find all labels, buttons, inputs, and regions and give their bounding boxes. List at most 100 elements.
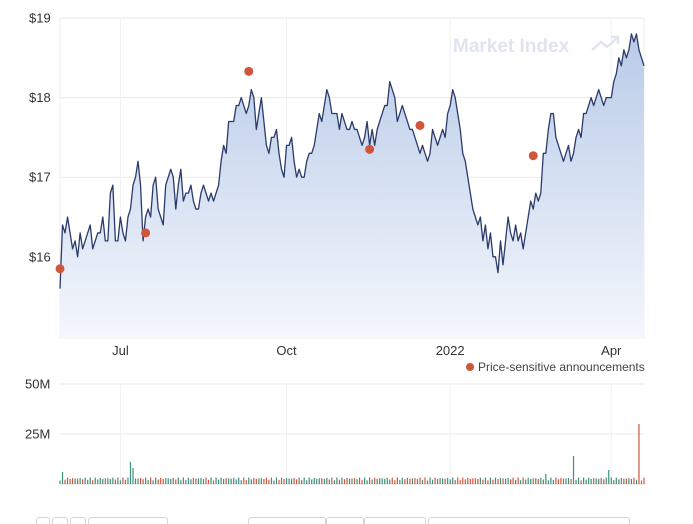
volume-bar — [431, 479, 434, 484]
volume-bar — [351, 478, 353, 484]
volume-bar — [540, 477, 542, 484]
volume-bar — [550, 477, 552, 484]
volume-bar — [643, 477, 645, 484]
volume-bar — [74, 478, 76, 484]
volume-bar — [275, 477, 278, 484]
volume-bar — [177, 477, 179, 484]
volume-bar — [394, 480, 396, 484]
volume-bar — [124, 479, 127, 484]
volume-bar — [620, 477, 622, 484]
volume-bar — [608, 470, 610, 484]
volume-bar — [588, 477, 590, 484]
volume-bar — [129, 462, 132, 484]
volume-bar — [165, 478, 167, 484]
volume-bar — [366, 480, 368, 484]
volume-bar — [137, 478, 139, 484]
volume-bar — [200, 478, 202, 484]
volume-bar — [87, 480, 89, 484]
legend[interactable]: Price-sensitive announcements — [466, 360, 645, 374]
volume-bar — [258, 478, 260, 484]
volume-bar — [253, 477, 255, 484]
volume-bar — [545, 474, 547, 484]
volume-bar — [92, 480, 94, 484]
volume-bar — [207, 479, 210, 484]
volume-bar — [442, 478, 444, 484]
volume-bar — [369, 477, 371, 484]
volume-bar — [406, 477, 408, 484]
volume-bar — [84, 477, 86, 484]
announcement-marker[interactable] — [365, 144, 375, 154]
volume-bar — [598, 478, 600, 484]
volume-bar — [391, 477, 393, 484]
volume-bar — [567, 478, 570, 484]
volume-bar — [240, 480, 242, 484]
price-x-axis: Jul Oct 2022 Apr — [112, 343, 622, 358]
volume-bar — [175, 479, 177, 484]
volume-bar — [449, 479, 451, 484]
volume-bar — [112, 477, 114, 484]
volume-bar — [520, 480, 522, 484]
price-y-tick-label: $16 — [29, 249, 51, 264]
volume-bar — [150, 477, 152, 484]
announcement-marker[interactable] — [415, 120, 425, 130]
volume-bar — [605, 477, 607, 484]
volume-bar — [618, 479, 620, 484]
volume-bar — [285, 478, 288, 484]
volume-bar — [132, 468, 134, 484]
volume-bar — [457, 477, 459, 484]
volume-bar — [600, 477, 602, 484]
volume-bar — [555, 477, 557, 484]
volume-bar — [265, 477, 268, 484]
volume-bar — [593, 478, 595, 484]
volume-bar — [235, 479, 237, 484]
volume-bar — [185, 479, 187, 484]
volume-bar — [565, 478, 567, 484]
volume-gridlines — [60, 383, 644, 485]
volume-bar — [338, 479, 341, 484]
price-y-axis: $16 $17 $18 $19 — [29, 11, 51, 265]
volume-bar — [346, 478, 348, 484]
announcement-marker[interactable] — [528, 151, 538, 161]
volume-bar — [527, 477, 529, 484]
volume-bar — [270, 477, 273, 484]
volume-bar — [170, 478, 172, 484]
volume-bar — [187, 477, 189, 484]
volume-bar — [580, 480, 582, 484]
volume-bar — [66, 477, 69, 484]
volume-bar — [570, 479, 572, 484]
volume-bar — [472, 478, 474, 484]
volume-bar — [268, 479, 270, 484]
announcement-marker[interactable] — [141, 228, 151, 238]
volume-bar — [77, 478, 79, 484]
volume-bar — [371, 479, 373, 484]
legend-marker — [466, 363, 474, 371]
volume-bar — [233, 477, 235, 484]
volume-bar — [89, 477, 91, 484]
volume-bar — [228, 478, 230, 484]
legend-label: Price-sensitive announcements — [478, 360, 645, 374]
announcement-marker[interactable] — [244, 66, 254, 76]
volume-bar — [114, 479, 116, 484]
volume-bar — [381, 478, 383, 484]
volume-bar — [635, 479, 638, 484]
volume-bar — [71, 478, 74, 484]
volume-bar — [537, 478, 539, 484]
volume-bar — [316, 478, 318, 484]
volume-bar — [374, 477, 376, 484]
volume-bar — [303, 477, 305, 484]
range-navigator-strip[interactable] — [0, 515, 693, 524]
volume-bar — [610, 477, 612, 484]
volume-bar — [353, 478, 356, 484]
volume-bar — [414, 478, 416, 484]
volume-bar — [180, 480, 182, 484]
announcement-marker[interactable] — [55, 264, 65, 274]
volume-bar — [260, 478, 262, 484]
price-line — [59, 33, 645, 289]
volume-bar — [507, 477, 509, 484]
volume-bar — [82, 479, 84, 484]
volume-bar — [59, 480, 61, 484]
volume-bar — [384, 478, 386, 484]
volume-bar — [290, 478, 293, 484]
volume-bar — [560, 477, 562, 484]
volume-bar — [517, 477, 519, 484]
